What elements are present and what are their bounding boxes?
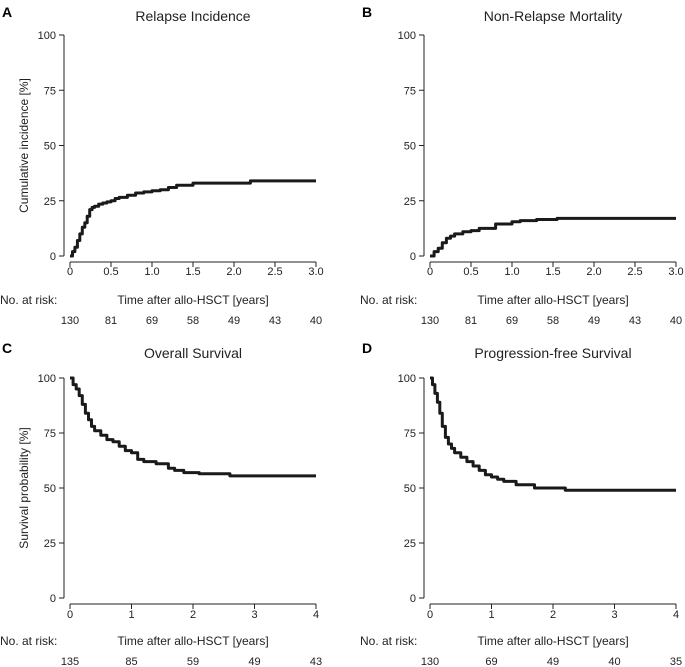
panel-a-at-risk-value: 130 xyxy=(61,315,79,327)
panel-d-x-tick-label: 0 xyxy=(427,609,433,621)
panel-c-x-tick-label: 1 xyxy=(128,609,134,621)
panel-a-y-tick-label: 75 xyxy=(44,85,56,97)
panel-c-y-tick-label: 0 xyxy=(50,593,56,605)
panel-a-x-tick-label: 0 xyxy=(67,266,73,278)
panel-a-x-tick-label: 1.5 xyxy=(185,266,200,278)
panel-c-x-tick-label: 2 xyxy=(190,609,196,621)
panel-b-x-tick-label: 1.5 xyxy=(545,266,560,278)
panel-a-x-tick-label: 2.5 xyxy=(267,266,282,278)
panel-c-x-tick-label: 3 xyxy=(251,609,257,621)
panel-b-at-risk-value: 69 xyxy=(506,315,518,327)
panel-d-at-risk-value: 35 xyxy=(670,656,682,667)
panel-a-letter: A xyxy=(2,4,12,20)
panel-a-x-tick-label: 1.0 xyxy=(144,266,159,278)
panel-b-at-risk-value: 43 xyxy=(629,315,641,327)
panel-a-x-label: Time after allo-HSCT [years] xyxy=(117,293,268,307)
panel-d-x-label: Time after allo-HSCT [years] xyxy=(477,634,628,648)
panel-c-at-risk-value: 43 xyxy=(310,656,322,667)
panel-b-y-tick-label: 0 xyxy=(410,251,416,263)
panel-a-at-risk-value: 81 xyxy=(105,315,117,327)
panel-a-curve xyxy=(70,179,316,258)
panel-b-y-tick-label: 25 xyxy=(404,196,416,208)
panel-b-at-risk-value: 81 xyxy=(465,315,477,327)
panel-a-at-risk-value: 40 xyxy=(310,315,322,327)
panel-c-at-risk-value: 85 xyxy=(125,656,137,667)
panel-c-x-tick-label: 4 xyxy=(313,609,319,621)
panel-b-x-tick-label: 0.5 xyxy=(463,266,478,278)
panel-d-at-risk-value: 69 xyxy=(485,656,497,667)
panel-a-risk-label: No. at risk: xyxy=(0,293,57,307)
panel-a-x-tick-label: 0.5 xyxy=(103,266,118,278)
panel-a-at-risk-value: 49 xyxy=(228,315,240,327)
panel-b-x-tick-label: 3.0 xyxy=(668,266,683,278)
panel-b-y-tick-label: 50 xyxy=(404,141,416,153)
panel-d-y-tick-label: 25 xyxy=(404,538,416,550)
panel-c-y-label: Survival probability [%] xyxy=(17,427,31,548)
panel-b-x-tick-label: 0 xyxy=(427,266,433,278)
panel-b-x-tick-label: 1.0 xyxy=(504,266,519,278)
panel-a-y-tick-label: 50 xyxy=(44,141,56,153)
panel-b-at-risk-value: 40 xyxy=(670,315,682,327)
panel-d-y-tick-label: 100 xyxy=(398,373,416,385)
panel-d-at-risk-value: 40 xyxy=(608,656,620,667)
panel-d-y-tick-label: 75 xyxy=(404,428,416,440)
panel-b-risk-label: No. at risk: xyxy=(360,293,417,307)
panel-b-y-tick-label: 100 xyxy=(398,30,416,42)
panel-d-curve xyxy=(430,376,676,492)
panel-c-letter: C xyxy=(2,340,12,356)
panel-c-y-tick-label: 75 xyxy=(44,428,56,440)
panel-b-x-label: Time after allo-HSCT [years] xyxy=(477,293,628,307)
panel-a-y-tick-label: 100 xyxy=(38,30,56,42)
panel-b-letter: B xyxy=(362,4,372,20)
panel-a-x-tick-label: 2.0 xyxy=(226,266,241,278)
panel-c-title: Overall Survival xyxy=(144,345,242,361)
panel-c-y-tick-label: 100 xyxy=(38,373,56,385)
panel-c-at-risk-value: 59 xyxy=(187,656,199,667)
panel-b-y-tick-label: 75 xyxy=(404,85,416,97)
panel-b-curve xyxy=(430,216,676,258)
panel-b-at-risk-value: 130 xyxy=(421,315,439,327)
panel-d-at-risk-value: 49 xyxy=(547,656,559,667)
panel-d-letter: D xyxy=(362,340,372,356)
panel-a-at-risk-value: 43 xyxy=(269,315,281,327)
panel-c-y-tick-label: 25 xyxy=(44,538,56,550)
panel-a-x-tick-label: 3.0 xyxy=(308,266,323,278)
panel-b-at-risk-value: 58 xyxy=(547,315,559,327)
panel-b-x-tick-label: 2.0 xyxy=(586,266,601,278)
panel-a-at-risk-value: 58 xyxy=(187,315,199,327)
panel-a-y-tick-label: 0 xyxy=(50,251,56,263)
panel-d-y-tick-label: 50 xyxy=(404,483,416,495)
panel-d-y-tick-label: 0 xyxy=(410,593,416,605)
panel-c-at-risk-value: 135 xyxy=(61,656,79,667)
panel-d-x-tick-label: 2 xyxy=(550,609,556,621)
panel-d-x-tick-label: 3 xyxy=(611,609,617,621)
panel-d-risk-label: No. at risk: xyxy=(360,634,417,648)
panel-b-at-risk-value: 49 xyxy=(588,315,600,327)
panel-c-y-tick-label: 50 xyxy=(44,483,56,495)
panel-b-x-tick-label: 2.5 xyxy=(627,266,642,278)
panel-a-title: Relapse Incidence xyxy=(135,8,250,24)
panel-d-x-tick-label: 1 xyxy=(488,609,494,621)
panel-d-at-risk-value: 130 xyxy=(421,656,439,667)
panel-c-x-label: Time after allo-HSCT [years] xyxy=(117,634,268,648)
panel-c-curve xyxy=(70,376,316,478)
panel-a-y-tick-label: 25 xyxy=(44,196,56,208)
panel-c-risk-label: No. at risk: xyxy=(0,634,57,648)
panel-a-at-risk-value: 69 xyxy=(146,315,158,327)
panel-c-at-risk-value: 49 xyxy=(248,656,260,667)
panel-d-title: Progression-free Survival xyxy=(474,345,631,361)
panel-d-x-tick-label: 4 xyxy=(673,609,679,621)
panel-a-y-label: Cumulative incidence [%] xyxy=(17,78,31,213)
panel-b-title: Non-Relapse Mortality xyxy=(484,8,623,24)
panel-c-x-tick-label: 0 xyxy=(67,609,73,621)
